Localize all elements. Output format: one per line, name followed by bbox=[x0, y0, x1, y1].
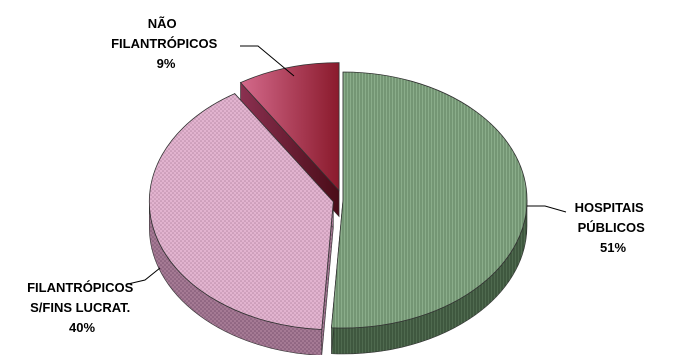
leader-filantropicos bbox=[127, 267, 161, 285]
slice-nao-filantropicos-top bbox=[239, 62, 340, 192]
slice-hospitais-publicos-top bbox=[331, 71, 528, 329]
slice-filantropicos-top bbox=[148, 93, 334, 330]
leader-nao-filantropicos bbox=[240, 45, 295, 77]
pie-slices bbox=[148, 62, 528, 355]
slice-label-filantropicos: FILANTRÓPICOS S/FINS LUCRAT. 40% bbox=[27, 280, 137, 335]
leader-hospitais bbox=[527, 205, 567, 213]
leader-lines bbox=[127, 45, 567, 285]
slice-label-nao-filantropicos: NÃO FILANTRÓPICOS 9% bbox=[111, 16, 221, 71]
slice-label-hospitais-publicos: HOSPITAIS PÚBLICOS 51% bbox=[575, 200, 649, 255]
